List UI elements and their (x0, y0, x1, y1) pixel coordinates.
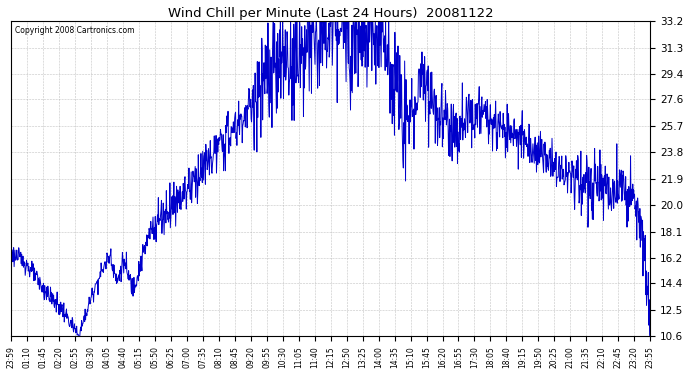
Title: Wind Chill per Minute (Last 24 Hours)  20081122: Wind Chill per Minute (Last 24 Hours) 20… (168, 7, 493, 20)
Text: Copyright 2008 Cartronics.com: Copyright 2008 Cartronics.com (14, 26, 134, 35)
